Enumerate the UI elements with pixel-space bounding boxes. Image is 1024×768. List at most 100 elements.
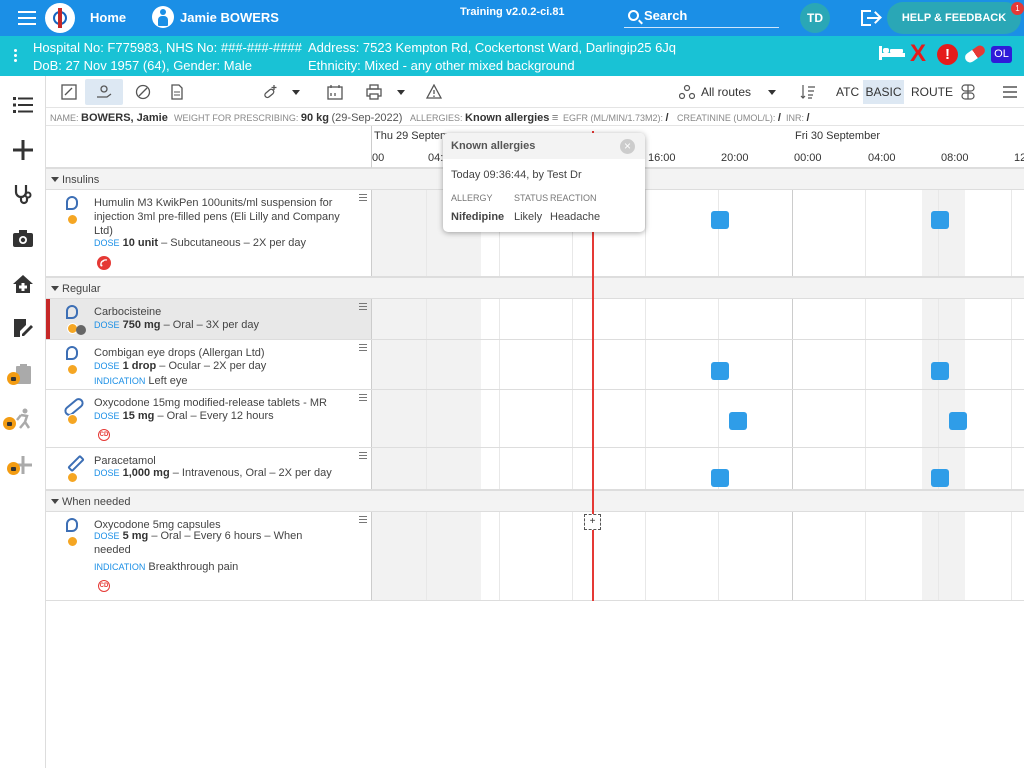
hand-medication-icon [97,85,112,98]
view-atc-button[interactable]: ATC [836,85,860,99]
med-timeline[interactable] [372,390,1024,447]
allergy-reaction: Headache [550,211,601,223]
routes-select[interactable]: All routes [701,85,752,99]
med-info[interactable]: Combigan eye drops (Allergan Ltd) DOSE 1… [46,340,372,389]
user-avatar[interactable]: TD [800,3,830,33]
dose-marker[interactable] [711,211,729,229]
allergies-link[interactable]: Known allergies [465,112,550,124]
med-row-carbocisteine[interactable]: Carbocisteine DOSE 750 mg – Oral – 3X pe… [46,299,1024,340]
sort-icon[interactable] [800,84,816,100]
section-when-needed[interactable]: When needed [46,490,1024,512]
med-info[interactable]: Oxycodone 15mg modified-release tablets … [46,390,372,447]
day-label: Thu 29 Septem [374,130,450,142]
bed-icon[interactable] [879,46,905,60]
med-timeline[interactable] [372,299,1024,339]
med-menu-icon[interactable] [359,516,367,525]
alert-icon[interactable]: ! [937,44,958,65]
med-row-combigan[interactable]: Combigan eye drops (Allergan Ltd) DOSE 1… [46,340,1024,390]
med-menu-icon[interactable] [359,303,367,312]
resus-status-icon[interactable]: X [910,40,927,67]
pill-icon[interactable] [963,43,987,65]
dose-marker[interactable] [949,412,967,430]
allergy-popover: Known allergies × Today 09:36:44, by Tes… [443,133,645,232]
add-icon[interactable] [11,138,35,162]
home-link[interactable]: Home [90,10,127,25]
dose-marker[interactable] [729,412,747,430]
signal-alert-icon [97,256,111,270]
dose-marker[interactable] [931,211,949,229]
logout-icon[interactable] [861,10,881,26]
dose-marker[interactable] [711,362,729,380]
med-info[interactable]: Humulin M3 KwikPen 100units/ml suspensio… [46,190,372,276]
help-feedback-button[interactable]: HELP & FEEDBACK [887,2,1021,34]
menu-icon[interactable] [18,11,36,25]
section-label: Regular [62,283,101,295]
med-info[interactable]: Paracetamol DOSE 1,000 mg – Intravenous,… [46,448,372,489]
ol-badge[interactable]: OL [991,46,1012,63]
med-timeline[interactable] [372,512,1024,600]
med-menu-icon[interactable] [359,452,367,461]
med-menu-icon[interactable] [359,394,367,403]
chart-view-icon[interactable] [61,84,77,100]
dose-marker[interactable] [931,469,949,487]
hamburger-menu-icon[interactable] [1002,84,1018,100]
app-logo-icon[interactable] [45,3,75,33]
med-dose-line: DOSE 10 unit – Subcutaneous – 2X per day [94,237,307,249]
med-menu-icon[interactable] [359,344,367,353]
med-dose-line: DOSE 1 drop – Ocular – 2X per day [94,360,267,372]
print-icon[interactable] [366,84,382,100]
add-medication-dropdown-icon[interactable] [292,90,300,95]
patient-address: Address: 7523 Kempton Rd, Cockertonst Wa… [308,40,677,55]
med-timeline[interactable] [372,448,1024,489]
section-regular[interactable]: Regular [46,277,1024,299]
routes-dropdown-icon[interactable] [768,90,776,95]
med-row-paracetamol[interactable]: Paracetamol DOSE 1,000 mg – Intravenous,… [46,448,1024,490]
warning-icon[interactable] [426,84,442,100]
capsule-group-icon[interactable] [960,84,976,100]
med-timeline[interactable] [372,340,1024,389]
dose-marker[interactable] [931,362,949,380]
pill-tool-icon[interactable] [135,84,151,100]
administer-tab[interactable] [85,79,123,105]
med-menu-icon[interactable] [359,194,367,203]
patient-banner: Hospital No: F775983, NHS No: ###-###-##… [0,36,1024,76]
home-health-icon[interactable] [11,272,35,296]
edit-note-icon[interactable] [11,316,35,340]
calendar-icon[interactable] [327,84,343,100]
med-indication-line: INDICATION Left eye [94,375,188,387]
med-name: Paracetamol [94,455,156,467]
lock-icon [7,372,20,385]
med-dose-line: DOSE 5 mg – Oral – Every 6 hours – When … [94,530,303,556]
view-basic-button[interactable]: BASIC [863,80,904,104]
med-row-oxycodone-mr[interactable]: Oxycodone 15mg modified-release tablets … [46,390,1024,448]
search-box[interactable]: Search [624,6,779,28]
close-icon[interactable]: × [620,139,635,154]
banner-more-icon[interactable] [14,49,17,64]
list-icon[interactable] [11,93,35,117]
stethoscope-icon[interactable] [11,182,35,206]
add-locked-icon[interactable] [11,453,35,477]
time-label: 00 [372,152,385,164]
med-info[interactable]: Carbocisteine DOSE 750 mg – Oral – 3X pe… [46,299,372,339]
time-label: 08:00 [941,152,969,164]
med-indication-line: INDICATION Breakthrough pain [94,561,239,573]
view-route-button[interactable]: ROUTE [911,85,953,99]
med-row-oxycodone-capsules[interactable]: Oxycodone 5mg capsules DOSE 5 mg – Oral … [46,512,1024,601]
med-name: Humulin M3 KwikPen 100units/ml suspensio… [94,197,340,237]
egfr-value: / [665,112,669,124]
med-info[interactable]: Oxycodone 5mg capsules DOSE 5 mg – Oral … [46,512,372,600]
chart-toolbar: All routes ATC BASIC ROUTE [46,76,1024,108]
allergies-menu-icon[interactable]: ≡ [551,112,559,124]
camera-icon[interactable] [11,227,35,251]
add-medication-icon[interactable] [262,84,278,100]
time-label: 04: [428,152,444,164]
walking-person-icon[interactable] [11,407,35,431]
chevron-down-icon [51,286,59,291]
patient-name-link[interactable]: Jamie BOWERS [180,10,279,25]
document-icon[interactable] [169,84,185,100]
add-prn-dose-button[interactable]: + [584,514,601,530]
dose-marker[interactable] [711,469,729,487]
inr-value: / [806,112,810,124]
allergy-status: Likely [514,211,543,223]
print-dropdown-icon[interactable] [397,90,405,95]
